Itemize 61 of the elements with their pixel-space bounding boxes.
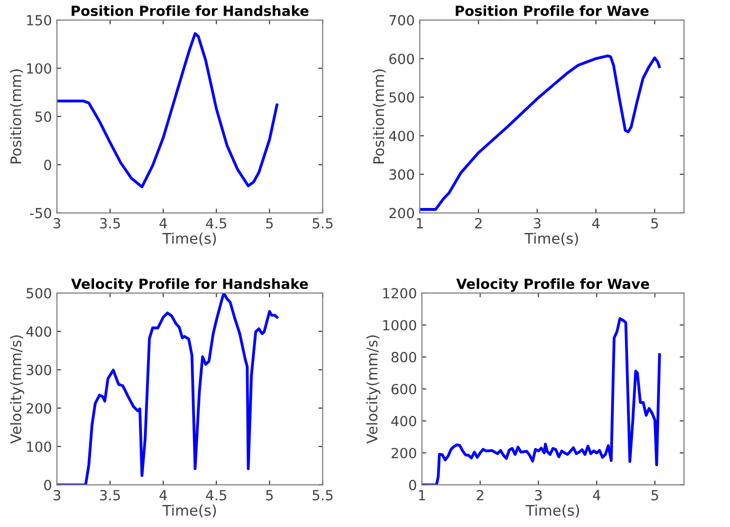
y-tick-label: 500 xyxy=(389,92,414,103)
y-tick-label: 200 xyxy=(392,448,416,458)
y-tick-label: 200 xyxy=(389,208,414,218)
y-tick-label: 600 xyxy=(392,384,416,394)
x-tick-label: 3.5 xyxy=(100,218,120,229)
x-tick-label: 4.5 xyxy=(206,218,226,229)
y-tick-label: 0 xyxy=(409,480,416,490)
x-axis-title: Time(s) xyxy=(526,504,580,518)
y-tick-label: 400 xyxy=(391,416,416,426)
chart-title: Position Profile for Handshake xyxy=(72,5,308,16)
y-tick-label: 700 xyxy=(390,14,414,26)
x-tick-label: 2 xyxy=(475,218,482,228)
y-axis-title: Position(mm) xyxy=(10,69,24,164)
chart-title: Velocity Profile for Wave xyxy=(456,278,650,292)
x-tick-label: 3 xyxy=(535,490,542,500)
x-axis-title: Time(s) xyxy=(162,232,216,246)
y-tick-label: 50 xyxy=(35,111,52,122)
x-tick-label: 5 xyxy=(651,218,658,229)
y-tick-label: -50 xyxy=(30,208,52,218)
x-tick-label: 5 xyxy=(266,218,273,229)
x-tick-label: 3 xyxy=(54,218,60,229)
y-tick-label: 300 xyxy=(26,364,52,376)
y-tick-label: 0 xyxy=(44,480,52,490)
x-tick-label: 4 xyxy=(592,490,600,500)
y-axis-title: Velocity(mm/s) xyxy=(10,335,24,444)
y-tick-label: 300 xyxy=(389,169,414,180)
x-tick-label: 5 xyxy=(266,490,273,500)
x-axis-title: Time(s) xyxy=(162,504,216,518)
chart-title: Position Profile for Wave xyxy=(456,5,649,16)
x-axis-title: Time(s) xyxy=(524,232,578,246)
x-tick-label: 4 xyxy=(159,218,167,228)
y-tick-label: 100 xyxy=(27,63,52,74)
line-series xyxy=(56,32,278,188)
x-tick-label: 1 xyxy=(416,218,423,228)
y-tick-label: 600 xyxy=(389,54,414,64)
y-tick-label: 500 xyxy=(26,288,52,298)
x-tick-label: 5.5 xyxy=(312,490,332,500)
y-tick-label: 800 xyxy=(392,352,416,362)
y-tick-label: 0 xyxy=(44,160,52,170)
y-tick-label: 400 xyxy=(389,130,414,142)
y-axis-title: Position(mm) xyxy=(372,69,386,164)
y-tick-label: 1200 xyxy=(383,288,416,298)
x-tick-label: 1 xyxy=(419,490,426,500)
x-tick-label: 4 xyxy=(159,490,167,500)
line-series xyxy=(420,54,661,211)
x-tick-label: 3 xyxy=(534,218,541,229)
x-tick-label: 5 xyxy=(652,490,658,500)
y-axis-title: Velocity(mm/s) xyxy=(366,335,380,444)
y-tick-label: 400 xyxy=(26,326,52,337)
y-tick-label: 150 xyxy=(27,14,52,26)
y-tick-label: 100 xyxy=(27,441,52,452)
x-tick-label: 5.5 xyxy=(312,218,332,229)
chart-title: Velocity Profile for Handshake xyxy=(71,278,308,292)
x-tick-label: 2 xyxy=(476,490,484,500)
x-tick-label: 3.5 xyxy=(100,490,120,500)
x-tick-label: 3 xyxy=(54,490,60,500)
y-tick-label: 1000 xyxy=(383,320,416,330)
x-tick-label: 4 xyxy=(592,218,600,228)
x-tick-label: 4.5 xyxy=(206,490,226,500)
y-tick-label: 200 xyxy=(26,403,52,414)
line-series xyxy=(422,317,661,485)
